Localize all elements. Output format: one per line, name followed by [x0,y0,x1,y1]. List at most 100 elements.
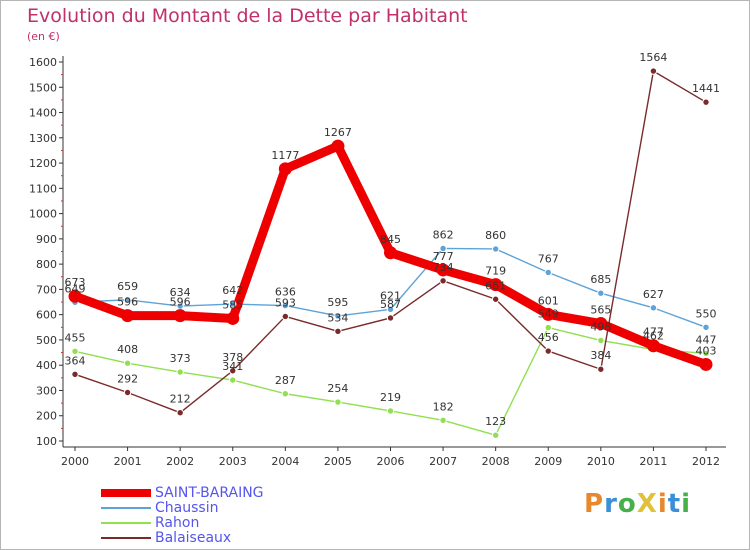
x-tick-label: 2004 [271,455,299,468]
x-tick-label: 2012 [692,455,720,468]
y-tick-label: 200 [36,410,57,423]
data-label: 661 [485,279,506,292]
data-label: 456 [538,331,559,344]
data-label: 593 [275,296,296,309]
y-tick-label: 400 [36,359,57,372]
data-point [439,277,447,285]
data-point [281,390,290,398]
x-tick-label: 2010 [587,455,615,468]
data-point [649,67,658,75]
data-point [386,407,395,415]
data-label: 1177 [271,149,299,162]
data-label: 364 [65,354,86,367]
data-point [68,289,82,303]
y-tick-label: 1200 [29,157,57,170]
data-point [281,301,290,310]
data-point [597,289,605,297]
x-tick-label: 2001 [114,455,142,468]
x-tick-label: 2008 [482,455,510,468]
data-label: 373 [170,352,191,365]
data-point [544,268,552,277]
data-point [702,349,710,358]
data-point [278,162,292,176]
data-point [699,357,713,371]
legend-swatch [101,537,151,539]
data-point [123,388,132,397]
x-tick-label: 2005 [324,455,352,468]
data-label: 862 [433,228,454,241]
series-points [68,67,713,439]
data-point [702,323,710,331]
data-label: 649 [65,282,86,295]
y-tick-label: 800 [36,258,57,271]
data-label: 595 [327,296,348,309]
data-label: 534 [327,311,348,324]
data-point [439,244,447,253]
data-point [334,312,342,320]
data-label: 734 [433,261,454,274]
data-label: 1564 [639,51,667,64]
data-point [541,307,555,321]
data-label: 601 [538,294,559,307]
y-tick-label: 500 [36,334,57,347]
data-label: 292 [117,372,138,385]
x-tick-label: 2000 [61,455,89,468]
data-point [229,300,237,308]
x-tick-label: 2009 [534,455,562,468]
chart-subtitle: (en €) [27,30,60,43]
data-point [491,431,500,439]
series-line [74,326,707,436]
data-point [121,309,135,323]
data-point [229,367,237,375]
data-label: 498 [590,320,611,333]
data-label: 636 [275,286,296,299]
data-label: 408 [117,343,138,356]
data-point [123,359,132,367]
data-label: 860 [485,229,506,242]
data-point [331,139,345,153]
legend-label: SAINT-BARAING [155,485,264,501]
data-point [384,246,397,260]
proxiti-logo: ProXiti [584,489,691,519]
y-tick-label: 600 [36,309,57,322]
data-point [646,339,660,353]
y-tick-label: 1000 [29,208,57,221]
data-point [386,305,395,314]
data-label: 845 [380,233,401,246]
logo-letter: r [604,489,618,519]
data-label: 550 [696,307,717,320]
y-tick-label: 300 [36,384,57,397]
data-point [71,347,79,356]
data-label: 587 [380,298,401,311]
chart-title: Evolution du Montant de la Dette par Hab… [27,5,468,27]
x-tick-label: 2007 [429,455,457,468]
data-point [123,296,132,304]
data-label: 585 [222,298,243,311]
legend-swatch [101,522,151,524]
data-point [439,416,447,424]
x-tick-label: 2006 [377,455,405,468]
data-point [176,409,184,417]
data-label: 341 [222,360,243,373]
x-tick-label: 2011 [639,455,667,468]
data-point [491,245,500,253]
data-label: 403 [696,344,717,357]
data-point [176,368,184,376]
data-label: 767 [538,252,559,265]
legend-label: Balaiseaux [155,530,232,546]
legend-swatch [101,489,151,497]
data-label: 673 [65,276,86,289]
logo-letter: i [657,489,668,519]
y-tick-label: 100 [36,435,57,448]
data-point [544,323,552,332]
data-point [334,327,342,336]
data-label: 1441 [692,82,720,95]
legend-label: Chaussin [155,500,219,516]
data-point [334,398,342,406]
legend-label: Rahon [155,515,200,531]
data-label: 287 [275,374,296,387]
data-point [229,376,237,384]
data-label: 642 [222,284,243,297]
logo-letter: o [617,489,637,519]
